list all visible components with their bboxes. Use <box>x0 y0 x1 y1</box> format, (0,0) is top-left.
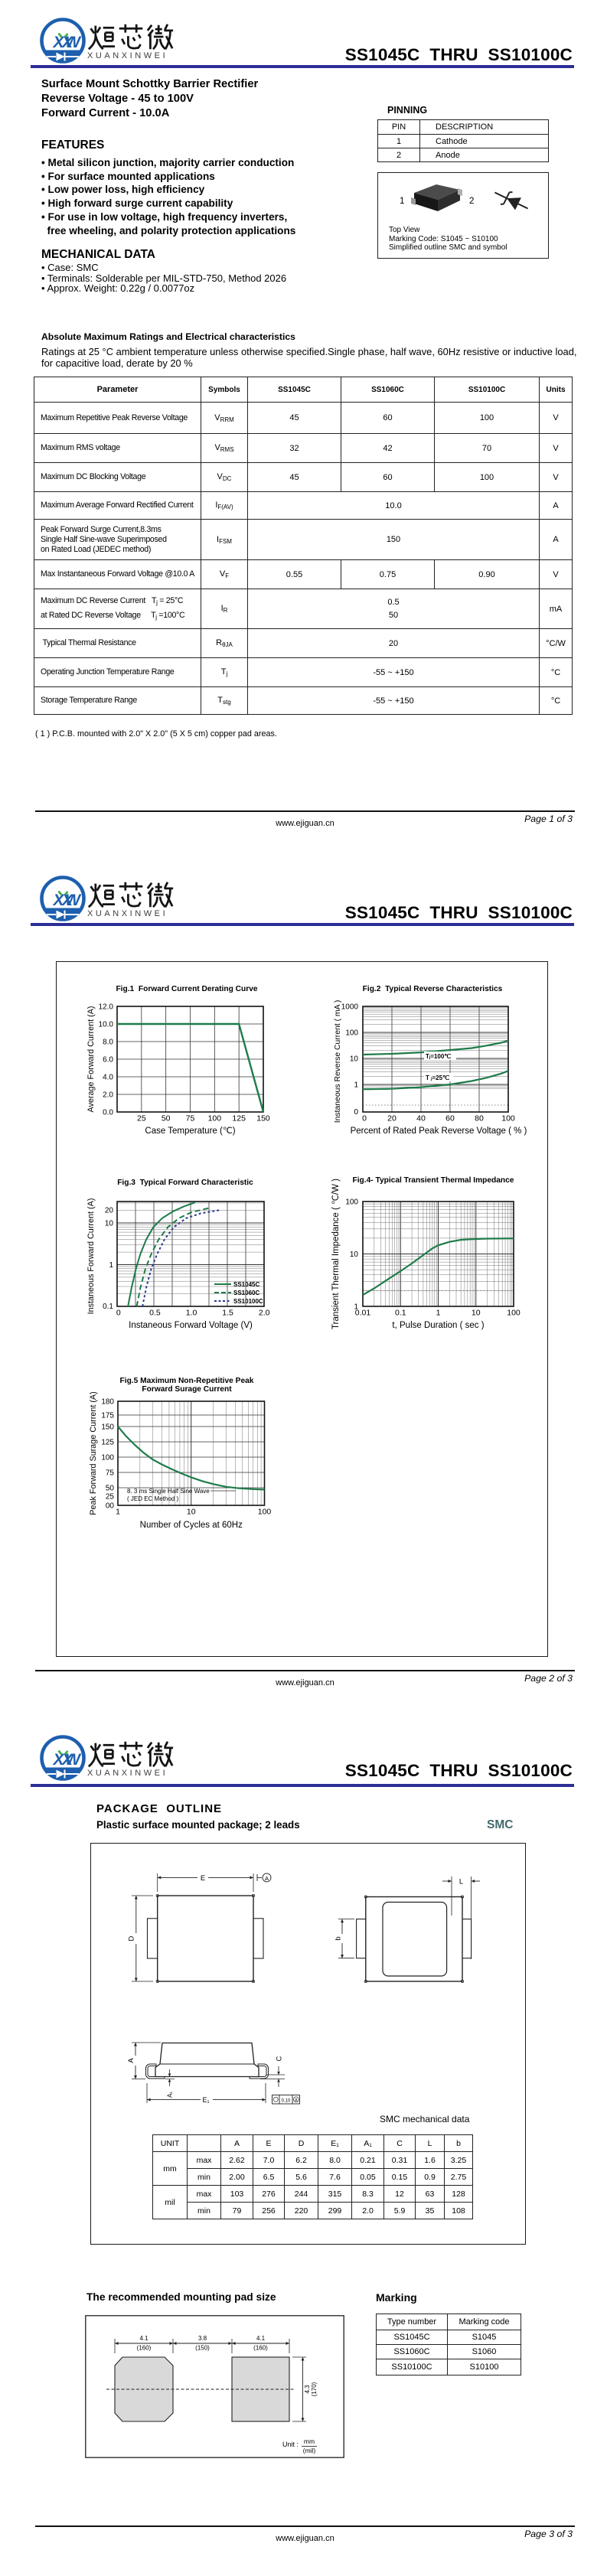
svg-text:(170): (170) <box>311 2382 318 2396</box>
svg-text:60: 60 <box>445 1114 455 1123</box>
svg-text:Transient Thermal Impedance (: Transient Thermal Impedance ( ℃/W ) <box>331 1179 341 1329</box>
svg-text:75: 75 <box>186 1114 195 1123</box>
svg-text:0.5: 0.5 <box>149 1309 161 1318</box>
svg-text:10.0: 10.0 <box>99 1021 114 1029</box>
svg-text:50: 50 <box>162 1114 171 1123</box>
svg-text:SS1060C: SS1060C <box>233 1290 259 1296</box>
svg-text:Instaneous Reverse Current ( m: Instaneous Reverse Current ( mA ) <box>334 1000 342 1123</box>
svg-text:100: 100 <box>345 1198 358 1207</box>
svg-text:25: 25 <box>106 1493 115 1502</box>
svg-text:Peak Forward Surage Current (A: Peak Forward Surage Current (A) <box>89 1391 98 1515</box>
svg-text:(150): (150) <box>195 2345 210 2352</box>
svg-text:4.1: 4.1 <box>139 2335 148 2342</box>
svg-text:T ⱼ=25℃: T ⱼ=25℃ <box>426 1074 449 1081</box>
svg-text:20: 20 <box>387 1114 397 1123</box>
svg-text:Case Temperature (℃): Case Temperature (℃) <box>145 1127 235 1136</box>
svg-text:10: 10 <box>187 1508 196 1517</box>
svg-text:0.01: 0.01 <box>355 1309 371 1318</box>
svg-text:A: A <box>127 2058 135 2063</box>
svg-text:100: 100 <box>101 1454 114 1462</box>
svg-text:8.0: 8.0 <box>103 1039 113 1047</box>
svg-text:1.0: 1.0 <box>186 1309 197 1318</box>
svg-text:0: 0 <box>362 1114 367 1123</box>
svg-text:1: 1 <box>116 1508 120 1517</box>
svg-text:t, Pulse Duration ( sec ): t, Pulse Duration ( sec ) <box>392 1321 484 1330</box>
svg-text:0.1: 0.1 <box>103 1303 113 1311</box>
svg-text:175: 175 <box>101 1412 114 1420</box>
svg-text:4.3: 4.3 <box>304 2385 311 2394</box>
svg-text:20: 20 <box>105 1207 114 1215</box>
svg-text:4.0: 4.0 <box>103 1074 113 1082</box>
svg-text:E: E <box>201 1874 205 1883</box>
svg-text:SS1045C: SS1045C <box>233 1281 259 1288</box>
svg-text:XX: XX <box>52 892 74 909</box>
svg-text:XX: XX <box>52 1751 74 1769</box>
svg-text:A₁: A₁ <box>167 2092 174 2098</box>
svg-text:40: 40 <box>416 1114 426 1123</box>
svg-text:0: 0 <box>354 1108 358 1117</box>
svg-text:100: 100 <box>345 1029 358 1037</box>
svg-text:100: 100 <box>501 1114 515 1123</box>
svg-text:1: 1 <box>354 1081 358 1089</box>
svg-text:0.1: 0.1 <box>395 1309 406 1318</box>
svg-text:10: 10 <box>350 1251 359 1259</box>
svg-text:Number of Cycles at 60Hz: Number of Cycles at 60Hz <box>140 1521 243 1530</box>
svg-text:100: 100 <box>507 1309 521 1318</box>
svg-text:Unit :: Unit : <box>282 2441 299 2448</box>
svg-text:C: C <box>276 2056 284 2061</box>
svg-text:1000: 1000 <box>341 1003 359 1012</box>
svg-text:80: 80 <box>475 1114 484 1123</box>
svg-text:2.0: 2.0 <box>103 1091 113 1100</box>
svg-text:00: 00 <box>106 1502 115 1511</box>
svg-text:150: 150 <box>256 1114 270 1123</box>
svg-text:Average Forward Current (A): Average Forward Current (A) <box>86 1006 96 1112</box>
svg-text:1: 1 <box>354 1303 358 1312</box>
svg-text:125: 125 <box>101 1439 114 1447</box>
svg-text:(160): (160) <box>137 2345 152 2352</box>
svg-text:180: 180 <box>101 1398 114 1407</box>
svg-text:E₁: E₁ <box>202 2096 209 2104</box>
svg-text:1: 1 <box>109 1261 113 1270</box>
svg-text:(160): (160) <box>253 2345 268 2352</box>
svg-text:W: W <box>65 1751 82 1769</box>
svg-text:1: 1 <box>436 1309 441 1318</box>
svg-text:(mil): (mil) <box>303 2447 316 2454</box>
svg-text:25: 25 <box>137 1114 146 1123</box>
svg-text:75: 75 <box>106 1469 115 1478</box>
svg-text:8. 3 ms Single Half Sine Wave: 8. 3 ms Single Half Sine Wave <box>127 1488 210 1495</box>
svg-text:0: 0 <box>116 1309 121 1318</box>
svg-text:4.1: 4.1 <box>256 2335 266 2342</box>
svg-text:10: 10 <box>350 1055 359 1063</box>
svg-text:100: 100 <box>208 1114 222 1123</box>
svg-text:125: 125 <box>232 1114 246 1123</box>
svg-text:3.8: 3.8 <box>198 2335 207 2342</box>
svg-text:Percent of Rated Peak Reverse: Percent of Rated Peak Reverse Voltage ( … <box>351 1127 527 1136</box>
svg-text:b: b <box>335 1936 343 1940</box>
svg-text:10: 10 <box>105 1220 114 1228</box>
svg-text:0.10: 0.10 <box>282 2098 291 2103</box>
svg-text:6.0: 6.0 <box>103 1056 113 1065</box>
svg-text:A: A <box>295 2098 298 2103</box>
svg-text:12.0: 12.0 <box>99 1003 114 1012</box>
svg-text:L: L <box>459 1878 463 1886</box>
svg-text:10: 10 <box>472 1309 481 1318</box>
svg-text:mm: mm <box>304 2437 315 2445</box>
svg-text:A: A <box>265 1875 269 1882</box>
svg-text:Tⱼ=100℃: Tⱼ=100℃ <box>426 1053 451 1060</box>
svg-text:Instaneous Forward Voltage (V): Instaneous Forward Voltage (V) <box>129 1321 253 1330</box>
svg-text:1.5: 1.5 <box>222 1309 233 1318</box>
svg-text:50: 50 <box>106 1485 115 1493</box>
svg-text:XX: XX <box>52 34 74 51</box>
svg-text:D: D <box>128 1935 136 1941</box>
svg-text:150: 150 <box>101 1423 114 1432</box>
svg-text:( JED EC Method ): ( JED EC Method ) <box>127 1495 178 1502</box>
svg-text:SS10100C: SS10100C <box>233 1298 263 1305</box>
svg-text:Instaneous Forward Current (A: Instaneous Forward Current (A) <box>86 1198 96 1315</box>
svg-text:0.0: 0.0 <box>103 1109 113 1117</box>
svg-text:W: W <box>65 892 82 909</box>
svg-text:2.0: 2.0 <box>259 1309 270 1318</box>
svg-text:100: 100 <box>258 1508 272 1517</box>
svg-text:W: W <box>65 34 82 51</box>
